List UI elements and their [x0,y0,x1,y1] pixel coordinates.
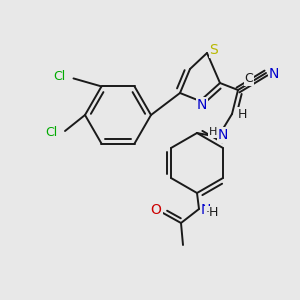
Text: N: N [269,67,279,81]
Text: N: N [218,128,228,142]
Text: Cl: Cl [53,70,66,83]
Text: H: H [209,127,217,137]
Text: N: N [201,203,211,217]
Text: H: H [237,107,247,121]
Text: S: S [210,43,218,57]
Text: C: C [244,71,253,85]
Text: ·H: ·H [205,206,219,220]
Text: O: O [151,203,161,217]
Text: N: N [197,98,207,112]
Text: Cl: Cl [45,127,57,140]
